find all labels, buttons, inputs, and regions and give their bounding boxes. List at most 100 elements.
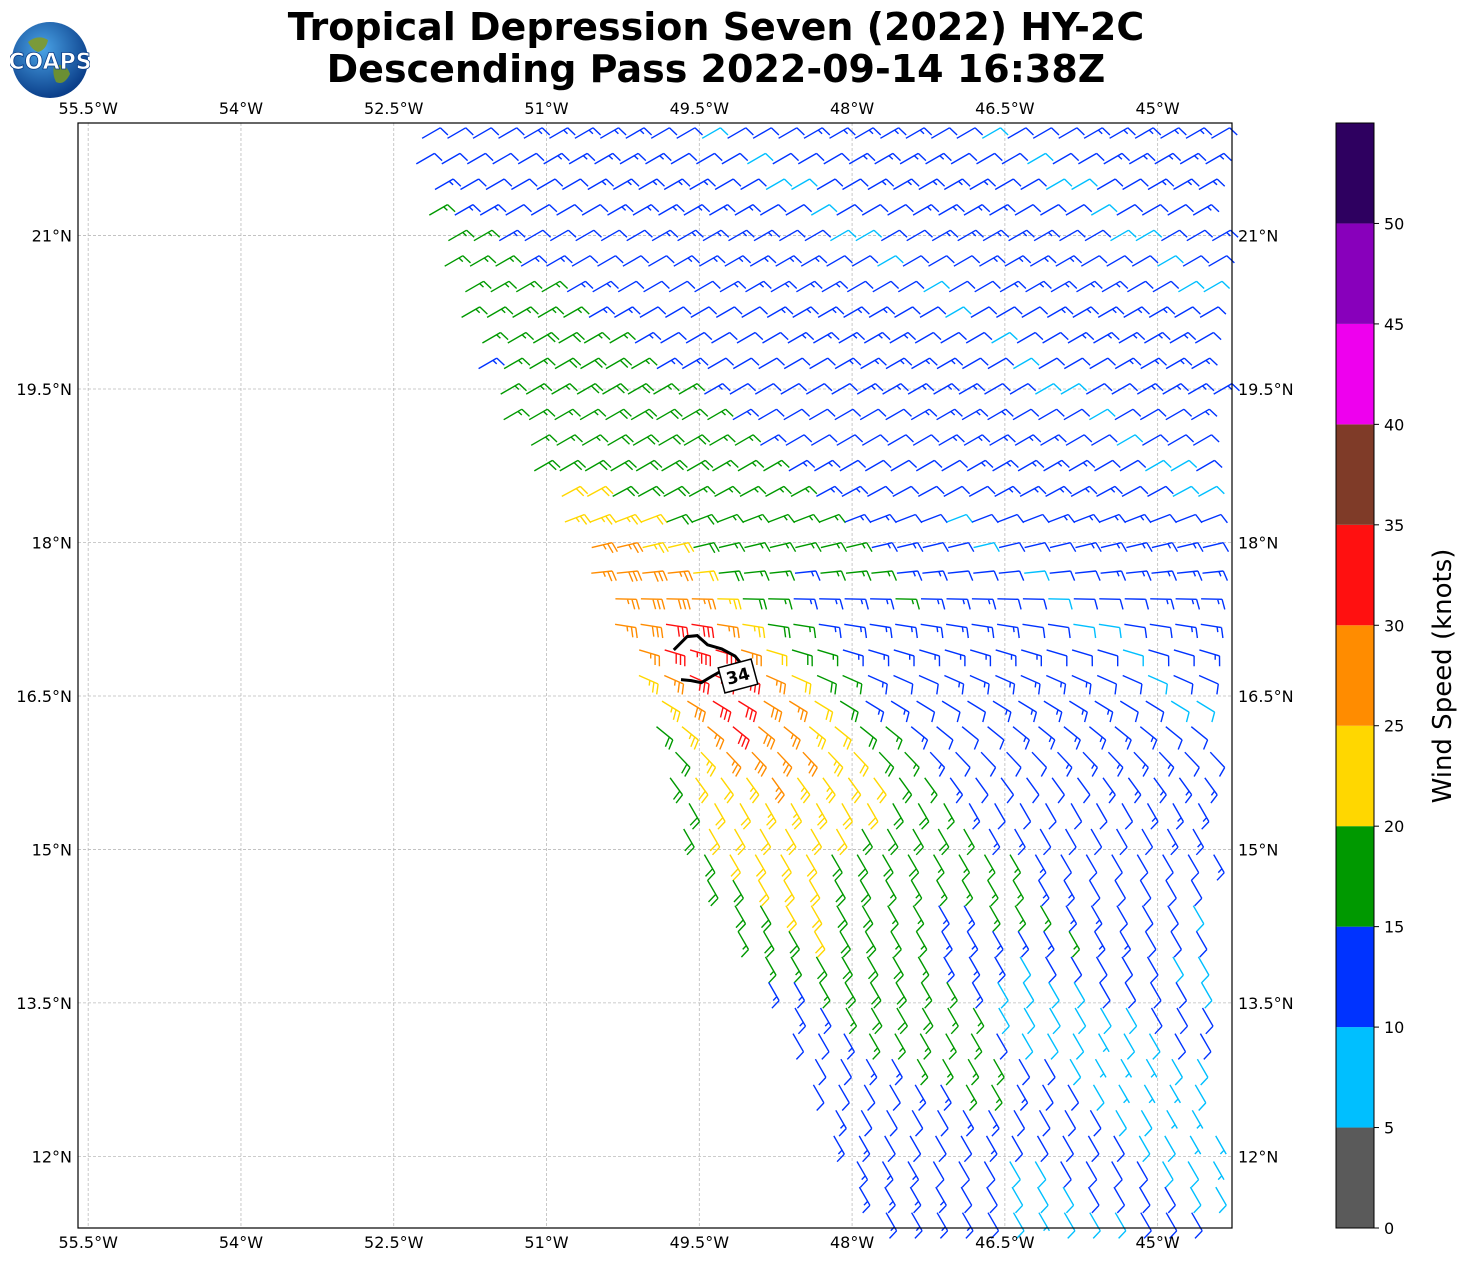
- wind-barb: [917, 956, 930, 984]
- wind-barb: [559, 459, 587, 472]
- wind-barb: [1187, 1161, 1200, 1188]
- wind-barb: [1195, 930, 1208, 958]
- wind-barb: [1194, 331, 1222, 344]
- wind-barb: [943, 956, 955, 984]
- wind-barb: [605, 357, 633, 370]
- colorbar-tick-label: 30: [1384, 616, 1404, 635]
- wind-barb: [820, 570, 847, 581]
- wind-barb: [1075, 542, 1102, 553]
- wind-barb: [827, 751, 844, 777]
- wind-barb: [975, 777, 989, 804]
- wind-barb: [834, 879, 846, 907]
- wind-barb: [842, 649, 864, 667]
- wind-barb: [934, 1135, 947, 1163]
- wind-barb: [1041, 1084, 1054, 1111]
- wind-barb: [1154, 152, 1182, 165]
- wind-barb: [1201, 1007, 1214, 1035]
- wind-barb: [615, 513, 643, 525]
- wind-barb: [898, 777, 913, 804]
- wind-barb: [887, 203, 914, 216]
- wind-barb: [843, 306, 870, 319]
- wind-barb: [859, 408, 887, 421]
- wind-barb: [868, 1033, 881, 1060]
- wind-barb: [473, 229, 501, 242]
- wind-barb: [815, 803, 828, 830]
- wind-barb: [793, 598, 819, 610]
- wind-barb: [523, 127, 551, 139]
- wind-barb: [892, 485, 920, 498]
- wind-barb: [561, 485, 589, 498]
- wind-barb: [1201, 513, 1228, 524]
- wind-barb: [759, 828, 772, 856]
- wind-barb: [835, 1109, 847, 1137]
- wind-barb: [865, 700, 885, 723]
- wind-barb: [689, 649, 711, 667]
- wind-barb: [814, 459, 841, 472]
- wind-barb: [955, 751, 971, 777]
- wind-barb: [835, 828, 848, 856]
- wind-barb: [1065, 905, 1078, 932]
- wind-barb: [970, 306, 998, 319]
- wind-barb: [987, 357, 1015, 370]
- wind-barb: [947, 1007, 959, 1035]
- wind-barb: [704, 382, 731, 395]
- wind-barb: [721, 152, 749, 165]
- wind-barb: [638, 674, 659, 695]
- wind-barb: [591, 542, 619, 554]
- wind-barb: [803, 127, 831, 139]
- wind-barb: [658, 203, 685, 216]
- wind-barb: [763, 459, 790, 472]
- wind-barb: [1048, 513, 1076, 524]
- wind-barb: [663, 485, 690, 498]
- wind-barb: [1176, 1007, 1189, 1035]
- wind-barb: [1182, 255, 1210, 267]
- wind-barb: [757, 879, 770, 907]
- wind-barb: [625, 127, 653, 139]
- wind-barb: [1114, 726, 1132, 750]
- wind-barb: [689, 674, 710, 695]
- wind-barb: [665, 306, 692, 319]
- wind-barb: [703, 854, 716, 881]
- wind-barb: [948, 542, 975, 553]
- wind-barb: [1197, 956, 1210, 984]
- wind-barb: [713, 803, 726, 830]
- wind-barb: [895, 598, 920, 610]
- wind-barb: [985, 1135, 998, 1163]
- wind-barb: [998, 542, 1026, 553]
- wind-barb: [893, 649, 915, 667]
- contour-line: [672, 634, 743, 685]
- wind-barb: [1145, 1058, 1158, 1078]
- wind-barb: [793, 982, 806, 1009]
- wind-barb: [1049, 542, 1077, 553]
- wind-barb: [867, 485, 894, 498]
- wind-barb: [716, 623, 740, 639]
- wind-barb: [1069, 700, 1088, 723]
- y-tick-label-right: 19.5°N: [1238, 380, 1294, 399]
- wind-barb: [897, 280, 925, 293]
- wind-barb: [1045, 178, 1073, 191]
- wind-barb: [1148, 306, 1176, 319]
- wind-barb: [929, 751, 946, 777]
- wind-barb: [1199, 1033, 1212, 1060]
- wind-barb: [1073, 982, 1086, 1009]
- wind-barb: [421, 127, 449, 139]
- wind-barb: [802, 751, 818, 777]
- wind-barb: [1040, 434, 1067, 446]
- wind-barb: [894, 306, 921, 319]
- wind-barb: [1114, 879, 1127, 907]
- wind-barb: [987, 726, 1005, 750]
- wind-barb: [1076, 280, 1103, 293]
- wind-barb: [866, 956, 879, 984]
- wind-barb: [1103, 152, 1131, 165]
- wind-barb: [1215, 1186, 1227, 1214]
- wind-barb: [878, 751, 895, 777]
- wind-barb: [1024, 570, 1050, 581]
- wind-barb: [987, 408, 1014, 421]
- wind-barb: [1192, 828, 1205, 856]
- wind-barb: [1085, 854, 1098, 881]
- wind-barb: [833, 1135, 845, 1163]
- wind-barb: [466, 152, 494, 165]
- colorbar-label: Wind Speed (knots): [1428, 549, 1458, 804]
- coaps-logo: COAPS: [10, 22, 90, 98]
- wind-barb: [1122, 178, 1149, 191]
